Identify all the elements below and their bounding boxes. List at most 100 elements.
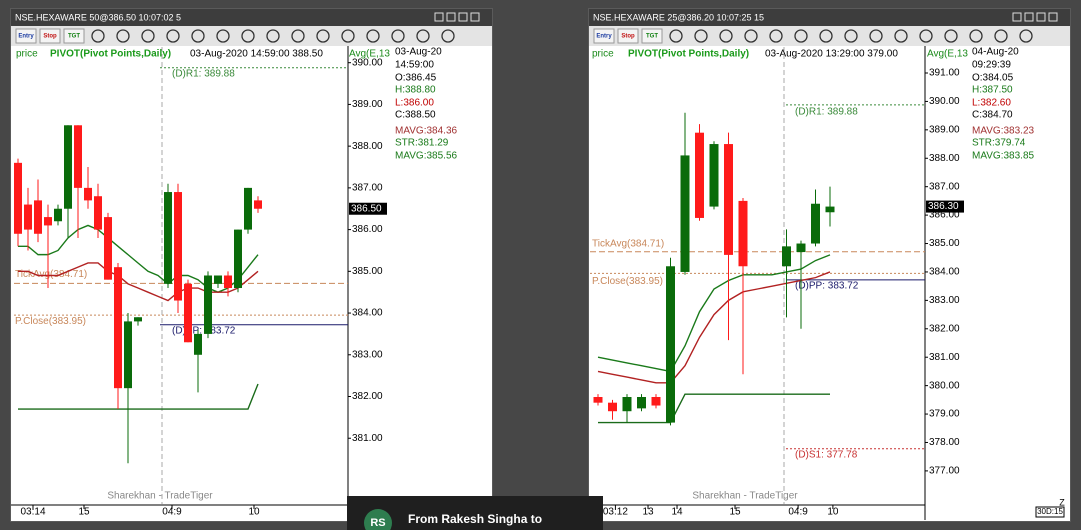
- toolbar-icon[interactable]: [341, 29, 355, 43]
- window-control[interactable]: [458, 12, 468, 22]
- candle-body: [622, 397, 632, 412]
- window-control[interactable]: [1012, 12, 1022, 22]
- candle-body: [680, 155, 690, 272]
- toolbar-icon[interactable]: [944, 29, 958, 43]
- toolbar-icon[interactable]: [769, 29, 783, 43]
- candle-body: [14, 162, 22, 234]
- x-tick-label: 15: [729, 507, 741, 518]
- toolbar-icon[interactable]: [794, 29, 808, 43]
- y-tick-label: 387.00: [352, 183, 383, 194]
- candle-body: [254, 200, 262, 209]
- toolbar-icon[interactable]: [366, 29, 380, 43]
- toolbar-button[interactable]: [593, 28, 615, 44]
- candle-body: [825, 206, 835, 213]
- info-text: L:382.60: [972, 98, 1011, 109]
- candle-body: [666, 266, 675, 423]
- notification[interactable]: RS From Rakesh Singha to: [347, 496, 603, 530]
- toolbar-icon[interactable]: [166, 29, 180, 43]
- candle-body: [194, 333, 202, 355]
- toolbar-icon[interactable]: [744, 29, 758, 43]
- pivot-label: (D)S1: 377.78: [795, 449, 858, 460]
- toolbar-icon[interactable]: [919, 29, 933, 43]
- window-control[interactable]: [434, 12, 444, 22]
- toolbar-label: Entry: [18, 34, 34, 40]
- candle-body: [104, 217, 112, 280]
- candle-body: [782, 246, 791, 267]
- pivot-label: TickAvg(384.71): [592, 238, 664, 249]
- toolbar-icon[interactable]: [969, 29, 983, 43]
- y-tick-label: 381.00: [929, 352, 960, 363]
- toolbar-icon[interactable]: [391, 29, 405, 43]
- toolbar-icon[interactable]: [869, 29, 883, 43]
- toolbar-icon[interactable]: [719, 29, 733, 43]
- toolbar-button[interactable]: [15, 28, 37, 44]
- toolbar-icon[interactable]: [91, 29, 105, 43]
- candle-body: [224, 275, 232, 289]
- y-tick-label: 385.00: [929, 238, 960, 249]
- candle-body: [164, 192, 172, 284]
- candle-body: [184, 283, 192, 343]
- zoom-label[interactable]: Z: [1059, 497, 1065, 507]
- window-control[interactable]: [446, 12, 456, 22]
- avatar: [364, 509, 392, 530]
- candle-body: [214, 275, 222, 284]
- candle-body: [124, 321, 132, 389]
- toolbar-icon[interactable]: [669, 29, 683, 43]
- legend-study: PIVOT(Pivot Points,Daily): [50, 49, 171, 60]
- toolbar-icon[interactable]: [241, 29, 255, 43]
- legend-price: price: [592, 49, 614, 60]
- y-tick-label: 386.00: [929, 210, 960, 221]
- candle-body: [54, 208, 62, 222]
- toolbar-icon[interactable]: [994, 29, 1008, 43]
- candle-body: [134, 317, 142, 322]
- pivot-label: (D)PP: 383.72: [795, 281, 859, 292]
- period-box: [1035, 506, 1065, 518]
- title-bar: [11, 9, 492, 26]
- avatar-initials: RS: [370, 517, 385, 529]
- toolbar-button[interactable]: [63, 28, 85, 44]
- window-control[interactable]: [470, 12, 480, 22]
- window-control[interactable]: [1048, 12, 1058, 22]
- y-tick-label: 391.00: [929, 68, 960, 79]
- toolbar-icon[interactable]: [141, 29, 155, 43]
- toolbar-button[interactable]: [641, 28, 663, 44]
- last-price-label: 386.50: [351, 203, 382, 214]
- toolbar-icon[interactable]: [316, 29, 330, 43]
- x-tick-label: 03:14: [20, 507, 45, 518]
- toolbar-icon[interactable]: [441, 29, 455, 43]
- toolbar-icon[interactable]: [116, 29, 130, 43]
- y-tick-label: 388.00: [929, 153, 960, 164]
- window-control[interactable]: [1024, 12, 1034, 22]
- toolbar-icon[interactable]: [216, 29, 230, 43]
- toolbar-icon[interactable]: [819, 29, 833, 43]
- notification-text: From Rakesh Singha to: [408, 512, 542, 526]
- y-tick-label: 385.00: [352, 266, 383, 277]
- window-control[interactable]: [1036, 12, 1046, 22]
- toolbar-icon[interactable]: [694, 29, 708, 43]
- toolbar-icon[interactable]: [844, 29, 858, 43]
- y-tick-label: 389.00: [352, 99, 383, 110]
- candle-body: [174, 192, 182, 301]
- toolbar-label: TGT: [646, 34, 658, 40]
- candle-body: [244, 187, 252, 230]
- toolbar-icon[interactable]: [291, 29, 305, 43]
- info-text: 03-Aug-20: [395, 47, 442, 58]
- info-text: C:388.50: [395, 110, 436, 121]
- y-tick-label: 382.00: [352, 391, 383, 402]
- toolbar-icon[interactable]: [191, 29, 205, 43]
- y-tick-label: 380.00: [929, 380, 960, 391]
- info-text: L:386.00: [395, 98, 434, 109]
- chart-window: NSE.HEXAWARE 50@386.50 10:07:02 5 Entry St…: [10, 8, 493, 522]
- toolbar-button[interactable]: [617, 28, 639, 44]
- toolbar-icon[interactable]: [266, 29, 280, 43]
- toolbar-button[interactable]: [39, 28, 61, 44]
- y-tick-label: 386.00: [352, 224, 383, 235]
- last-price-box: [349, 202, 387, 215]
- toolbar-icon[interactable]: [894, 29, 908, 43]
- candle-body: [637, 397, 646, 409]
- toolbar-icon[interactable]: [416, 29, 430, 43]
- candle-body: [651, 397, 661, 406]
- candle-body: [695, 132, 704, 218]
- toolbar-icon[interactable]: [1019, 29, 1033, 43]
